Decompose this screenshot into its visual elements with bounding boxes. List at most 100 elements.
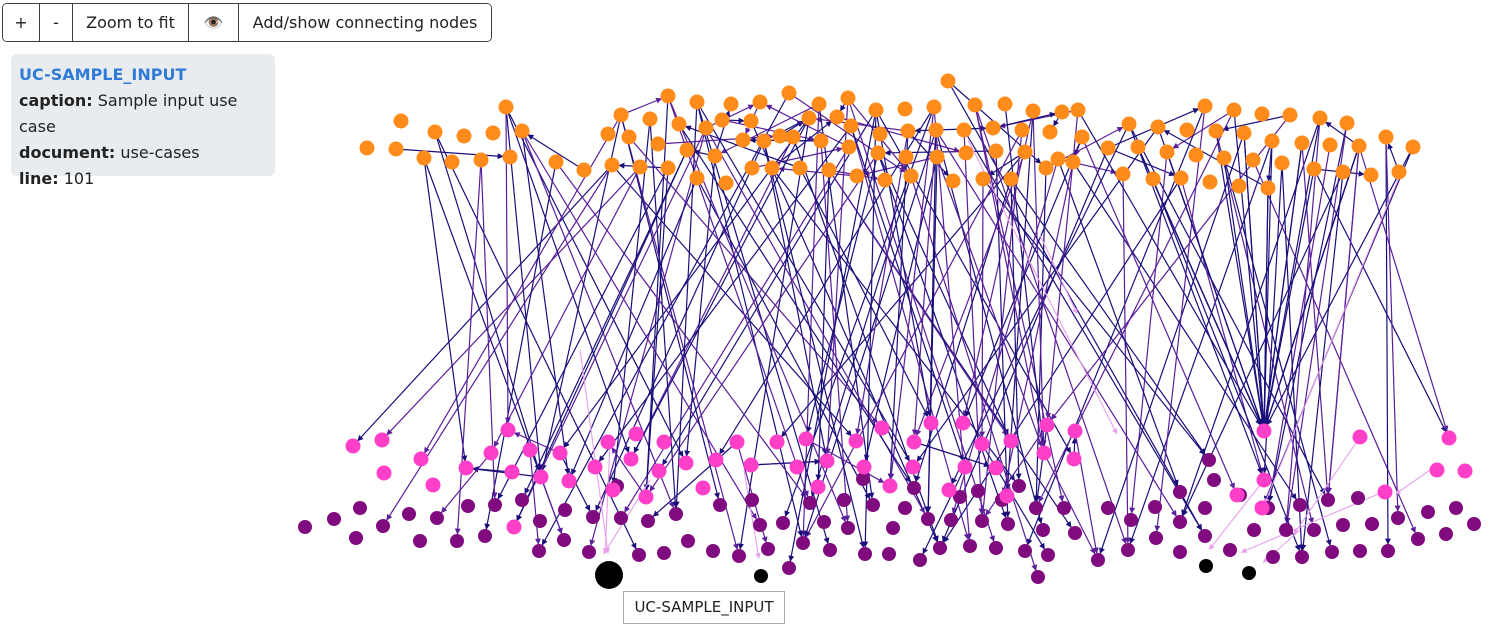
graph-node-purple[interactable] bbox=[1031, 570, 1045, 584]
graph-node-orange[interactable] bbox=[801, 110, 817, 126]
graph-node-purple[interactable] bbox=[1148, 500, 1162, 514]
graph-node-purple[interactable] bbox=[586, 510, 600, 524]
graph-node-pink[interactable] bbox=[695, 480, 711, 496]
graph-node-purple[interactable] bbox=[1365, 517, 1379, 531]
graph-node-orange[interactable] bbox=[1351, 138, 1367, 154]
graph-node-purple[interactable] bbox=[327, 512, 341, 526]
graph-node-purple[interactable] bbox=[1307, 523, 1321, 537]
graph-node-orange[interactable] bbox=[1070, 102, 1086, 118]
graph-node-orange[interactable] bbox=[632, 159, 648, 175]
graph-node-purple[interactable] bbox=[349, 531, 363, 545]
graph-node-orange[interactable] bbox=[689, 94, 705, 110]
graph-node-purple[interactable] bbox=[461, 499, 475, 513]
graph-node-orange[interactable] bbox=[870, 145, 886, 161]
graph-node-orange[interactable] bbox=[456, 128, 472, 144]
graph-node-orange[interactable] bbox=[940, 73, 956, 89]
graph-node-purple[interactable] bbox=[907, 481, 921, 495]
graph-node-purple[interactable] bbox=[856, 472, 870, 486]
graph-node-pink[interactable] bbox=[1429, 462, 1445, 478]
graph-node-orange[interactable] bbox=[1231, 178, 1247, 194]
graph-node-purple[interactable] bbox=[1101, 501, 1115, 515]
graph-node-orange[interactable] bbox=[811, 96, 827, 112]
graph-node-orange[interactable] bbox=[671, 116, 687, 132]
graph-node-orange[interactable] bbox=[514, 123, 530, 139]
graph-node-pink[interactable] bbox=[587, 459, 603, 475]
graph-node-pink[interactable] bbox=[1441, 430, 1457, 446]
graph-node-black[interactable] bbox=[1242, 566, 1256, 580]
graph-node-pink[interactable] bbox=[425, 477, 441, 493]
graph-node-orange[interactable] bbox=[1363, 167, 1379, 183]
graph-node-orange[interactable] bbox=[1391, 164, 1407, 180]
graph-node-orange[interactable] bbox=[1173, 170, 1189, 186]
graph-node-pink[interactable] bbox=[600, 434, 616, 450]
graph-node-purple[interactable] bbox=[1391, 511, 1405, 525]
graph-node-purple[interactable] bbox=[582, 545, 596, 559]
graph-node-orange[interactable] bbox=[1025, 103, 1041, 119]
graph-node-purple[interactable] bbox=[841, 521, 855, 535]
graph-node-purple[interactable] bbox=[782, 561, 796, 575]
graph-node-orange[interactable] bbox=[1208, 123, 1224, 139]
graph-node-orange[interactable] bbox=[388, 141, 404, 157]
graph-node-orange[interactable] bbox=[967, 97, 983, 113]
graph-node-purple[interactable] bbox=[803, 496, 817, 510]
zoom-in-button[interactable]: + bbox=[3, 4, 40, 41]
graph-node-orange[interactable] bbox=[427, 124, 443, 140]
graph-node-purple[interactable] bbox=[944, 513, 958, 527]
graph-node-pink[interactable] bbox=[798, 431, 814, 447]
graph-node-purple[interactable] bbox=[1279, 523, 1293, 537]
graph-node-orange[interactable] bbox=[975, 171, 991, 187]
graph-node-pink[interactable] bbox=[999, 488, 1015, 504]
graph-node-orange[interactable] bbox=[877, 172, 893, 188]
graph-node-pink[interactable] bbox=[789, 459, 805, 475]
graph-node-purple[interactable] bbox=[1012, 479, 1026, 493]
graph-node-purple[interactable] bbox=[1321, 493, 1335, 507]
graph-node-orange[interactable] bbox=[642, 111, 658, 127]
graph-node-orange[interactable] bbox=[498, 99, 514, 115]
graph-node-pink[interactable] bbox=[729, 434, 745, 450]
zoom-to-fit-button[interactable]: Zoom to fit bbox=[73, 4, 189, 41]
graph-node-purple[interactable] bbox=[1411, 532, 1425, 546]
graph-node-orange[interactable] bbox=[849, 168, 865, 184]
graph-node-orange[interactable] bbox=[1065, 154, 1081, 170]
graph-node-orange[interactable] bbox=[928, 122, 944, 138]
graph-node-orange[interactable] bbox=[898, 149, 914, 165]
graph-node-pink[interactable] bbox=[533, 469, 549, 485]
graph-node-pink[interactable] bbox=[1256, 472, 1272, 488]
graph-node-orange[interactable] bbox=[841, 139, 857, 155]
graph-node-orange[interactable] bbox=[473, 152, 489, 168]
graph-node-purple[interactable] bbox=[1223, 543, 1237, 557]
graph-node-purple[interactable] bbox=[886, 521, 900, 535]
graph-node-purple[interactable] bbox=[1173, 515, 1187, 529]
graph-node-orange[interactable] bbox=[988, 143, 1004, 159]
graph-node-pink[interactable] bbox=[708, 452, 724, 468]
graph-node-purple[interactable] bbox=[933, 541, 947, 555]
graph-node-pink[interactable] bbox=[1256, 423, 1272, 439]
graph-node-pink[interactable] bbox=[905, 459, 921, 475]
graph-node-pink[interactable] bbox=[906, 434, 922, 450]
graph-node-purple[interactable] bbox=[732, 549, 746, 563]
graph-node-orange[interactable] bbox=[1339, 115, 1355, 131]
graph-node-orange[interactable] bbox=[1115, 166, 1131, 182]
graph-node-orange[interactable] bbox=[650, 136, 666, 152]
graph-node-orange[interactable] bbox=[1260, 180, 1276, 196]
graph-node-pink[interactable] bbox=[1003, 433, 1019, 449]
graph-node-orange[interactable] bbox=[900, 123, 916, 139]
graph-node-purple[interactable] bbox=[1439, 527, 1453, 541]
graph-node-pink[interactable] bbox=[819, 453, 835, 469]
graph-node-purple[interactable] bbox=[753, 518, 767, 532]
graph-node-orange[interactable] bbox=[1003, 171, 1019, 187]
graph-node-purple[interactable] bbox=[1001, 517, 1015, 531]
graph-node-pink[interactable] bbox=[628, 426, 644, 442]
graph-node-pink[interactable] bbox=[656, 434, 672, 450]
graph-node-pink[interactable] bbox=[941, 482, 957, 498]
graph-node-orange[interactable] bbox=[1274, 155, 1290, 171]
graph-node-pink[interactable] bbox=[374, 432, 390, 448]
graph-node-purple[interactable] bbox=[1207, 473, 1221, 487]
graph-node-orange[interactable] bbox=[756, 133, 772, 149]
graph-node-purple[interactable] bbox=[1018, 544, 1032, 558]
graph-node-purple[interactable] bbox=[1041, 548, 1055, 562]
graph-node-pink[interactable] bbox=[1377, 484, 1393, 500]
graph-node-purple[interactable] bbox=[1381, 544, 1395, 558]
graph-node-purple[interactable] bbox=[614, 511, 628, 525]
